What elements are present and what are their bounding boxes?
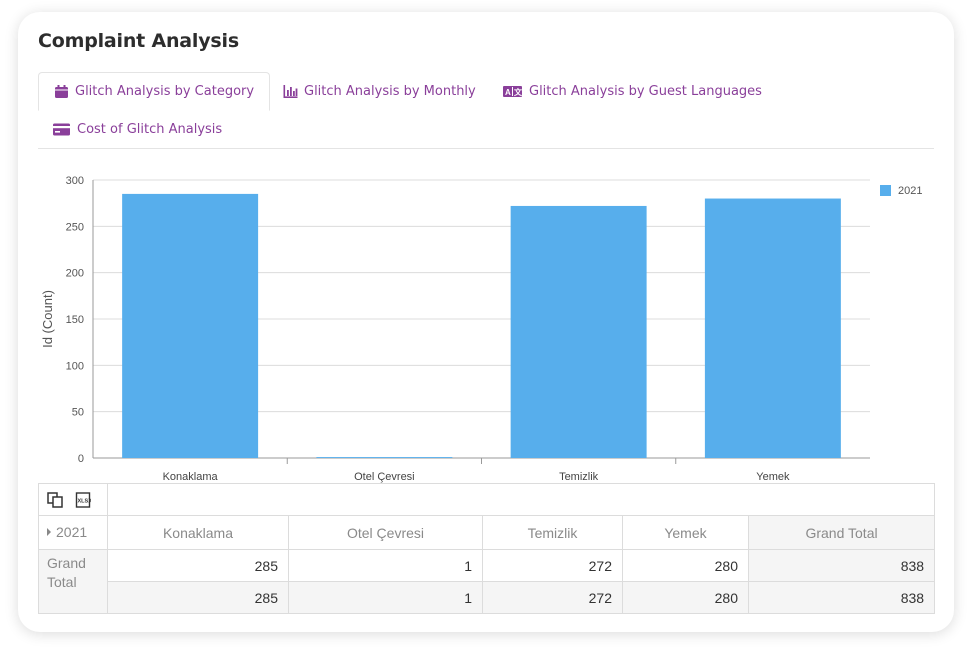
- total-cell: 838: [747, 581, 936, 614]
- x-tick-label: Yemek: [756, 471, 790, 483]
- tab-glitch-by-category[interactable]: Glitch Analysis by Category: [38, 72, 271, 111]
- row-label-text: Grand Total: [47, 555, 86, 590]
- legend-label: 2021: [898, 185, 922, 197]
- bar: [316, 457, 453, 458]
- column-header: Konaklama: [107, 515, 289, 550]
- svg-text:XLSX: XLSX: [77, 499, 91, 505]
- column-header: Temizlik: [482, 515, 623, 550]
- table-cell: 285: [107, 549, 289, 582]
- x-tick-label: Konaklama: [163, 471, 219, 483]
- tab-label: Glitch Analysis by Category: [75, 84, 255, 99]
- table-cell: 280: [622, 549, 749, 582]
- page-title: Complaint Analysis: [38, 30, 239, 52]
- y-tick-label: 250: [66, 221, 84, 233]
- tab-cost-of-glitch[interactable]: Cost of Glitch Analysis: [38, 110, 237, 148]
- legend-swatch: [880, 185, 891, 196]
- pivot-toolbar-spacer: [106, 483, 936, 516]
- pivot-toolbar: XLSX: [38, 483, 108, 516]
- pivot-grid: XLSX 2021 Konaklama Otel Çevresi Temizli…: [38, 483, 936, 614]
- total-cell: 272: [482, 581, 623, 614]
- total-cell: 280: [622, 581, 749, 614]
- copy-icon[interactable]: [47, 492, 63, 508]
- x-tick-label: Temizlik: [559, 471, 599, 483]
- calendar-icon: [54, 85, 69, 98]
- bar-chart-icon: [283, 84, 298, 98]
- total-cell: 285: [107, 581, 289, 614]
- xlsx-export-icon[interactable]: XLSX: [75, 492, 92, 508]
- y-tick-label: 0: [78, 453, 84, 465]
- x-tick-label: Otel Çevresi: [354, 471, 415, 483]
- column-header: Yemek: [622, 515, 749, 550]
- tab-label: Glitch Analysis by Guest Languages: [529, 83, 762, 99]
- expand-arrow-icon[interactable]: [47, 528, 51, 536]
- total-cell: 1: [288, 581, 483, 614]
- table-cell: 1: [288, 549, 483, 582]
- y-tick-label: 150: [66, 314, 84, 326]
- column-field-label: 2021: [56, 524, 88, 540]
- y-tick-label: 100: [66, 360, 84, 372]
- column-field-header[interactable]: 2021: [38, 515, 108, 550]
- y-axis-title: Id (Count): [40, 290, 55, 348]
- bar: [122, 193, 259, 458]
- tab-label: Cost of Glitch Analysis: [77, 121, 223, 137]
- y-tick-label: 200: [66, 268, 84, 280]
- bar: [510, 205, 647, 458]
- svg-text:文: 文: [514, 87, 523, 97]
- tab-glitch-by-monthly[interactable]: Glitch Analysis by Monthly: [268, 72, 491, 110]
- grand-total-row-label: Grand Total: [38, 549, 108, 614]
- svg-text:A: A: [505, 88, 511, 97]
- credit-card-icon: [53, 123, 71, 136]
- table-cell: 272: [482, 549, 623, 582]
- y-tick-label: 50: [72, 407, 84, 419]
- grand-total-header: Grand Total: [747, 515, 936, 550]
- tab-label: Glitch Analysis by Monthly: [304, 83, 476, 99]
- bar: [704, 198, 841, 458]
- column-header: Otel Çevresi: [288, 515, 483, 550]
- table-cell: 838: [747, 549, 936, 582]
- bar-chart: 0 50 100 150 200 250 300 Id (Count) Konaklama Ote…: [40, 175, 922, 483]
- tabs-divider: [38, 148, 934, 149]
- y-tick-label: 300: [66, 175, 84, 187]
